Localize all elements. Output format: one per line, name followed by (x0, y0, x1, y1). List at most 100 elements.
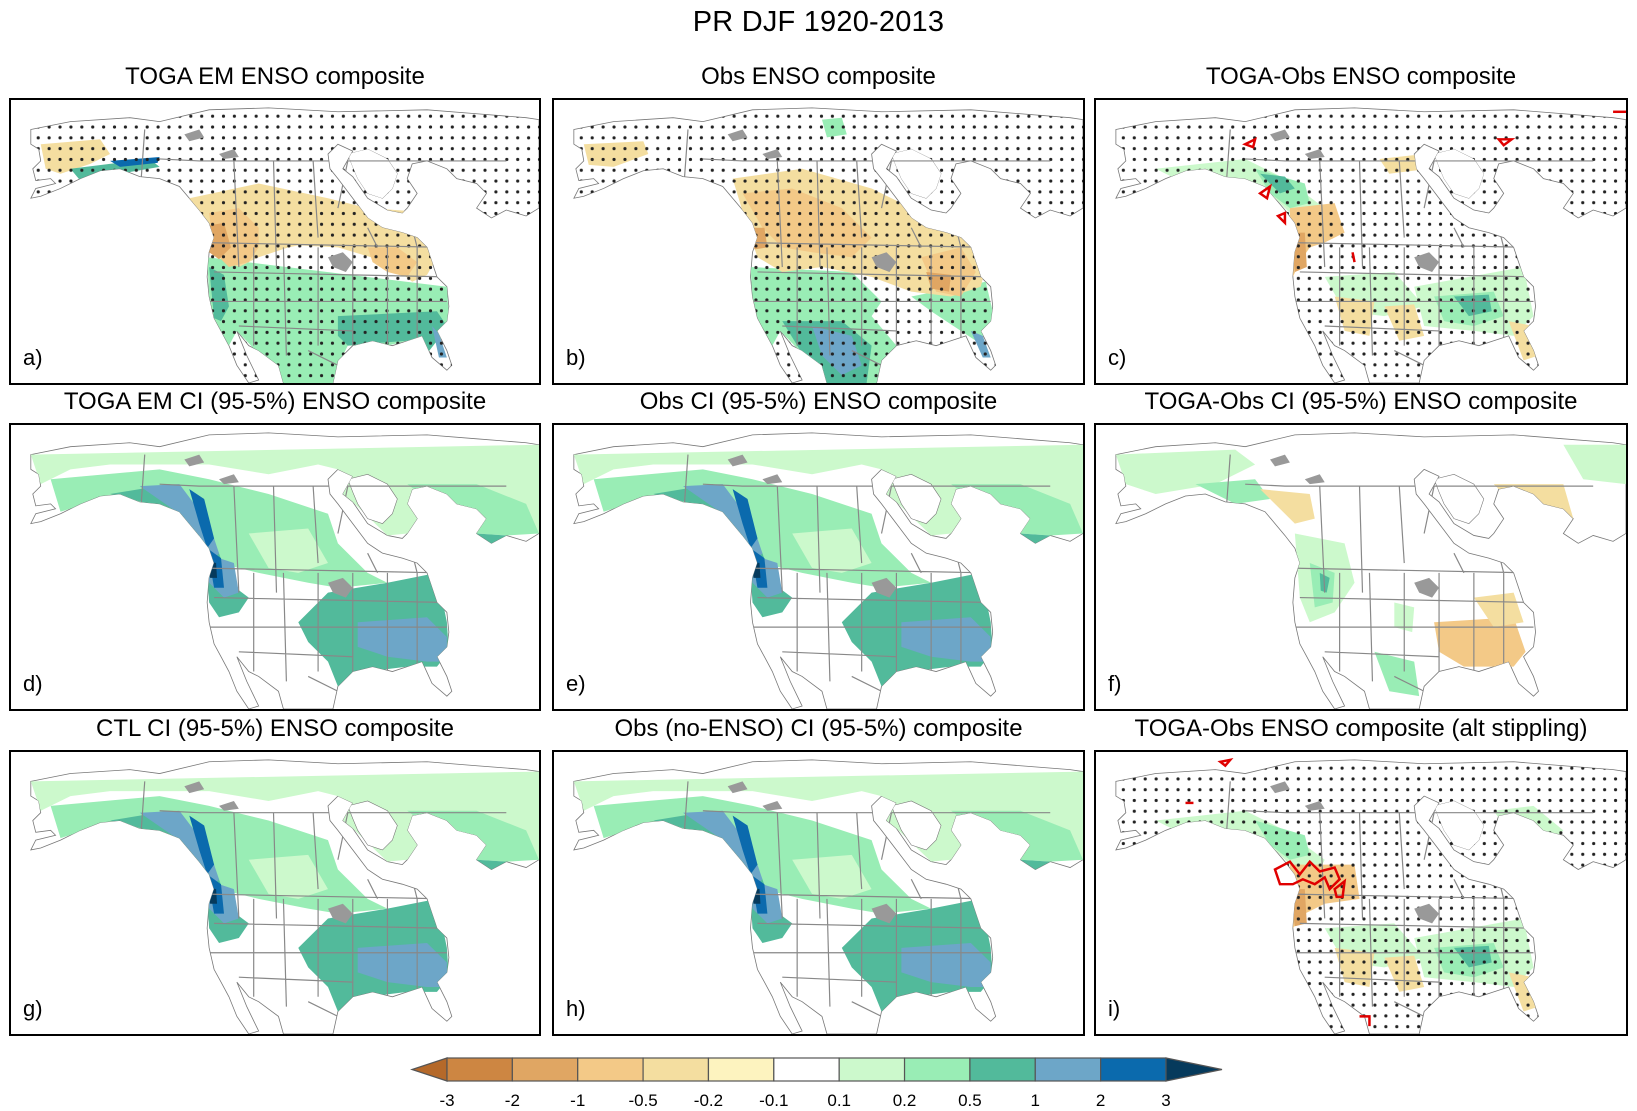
colorbar-extend-low (410, 1057, 448, 1082)
panel-label-d: d) (23, 671, 43, 696)
political-borders (1224, 129, 1594, 366)
significance-stippling (30, 107, 539, 383)
map-g (30, 759, 539, 1034)
red-significance-contour (1351, 252, 1356, 263)
panel-label-a: a) (23, 345, 43, 370)
map-panel-i: i) (1094, 750, 1628, 1036)
contour-region-level-12 (751, 561, 761, 578)
contour-region-level-7 (30, 444, 539, 536)
colorbar-box (838, 1057, 906, 1082)
contour-region-level-12 (751, 887, 761, 904)
contour-region-level-4 (1260, 489, 1315, 524)
contour-region-level-10 (901, 617, 991, 662)
panel-label-e: e) (566, 671, 586, 696)
lakes (727, 781, 897, 924)
colorbar-tick-label: 0.1 (827, 1091, 851, 1110)
lakes (1270, 454, 1440, 598)
colorbar: -3 -2 -1 -0.5 -0.2 -0.1 0.1 0.2 0.5 1 2 3 (410, 1057, 1223, 1110)
panel-title-c: TOGA-Obs ENSO composite (1205, 63, 1517, 90)
political-borders (139, 129, 507, 366)
red-significance-contour (1217, 757, 1234, 768)
lakes (1270, 781, 1440, 924)
contour-region-level-7 (792, 854, 872, 899)
map-panel-a: a) (9, 98, 541, 385)
contour-region-level-7 (248, 528, 328, 573)
contour-region-level-10 (357, 942, 447, 987)
political-borders (682, 781, 1051, 1017)
contour-region-level-7 (1115, 449, 1256, 495)
significance-stippling (1115, 107, 1626, 383)
map-b (573, 107, 1083, 383)
colorbar-tick-label: 3 (1161, 1091, 1170, 1110)
panel-title-b: Obs ENSO composite (701, 63, 936, 90)
colorbar-box (446, 1057, 513, 1082)
colorbar-box (903, 1057, 971, 1082)
map-a (30, 107, 539, 383)
panel-label-g: g) (23, 996, 43, 1021)
map-i (1115, 757, 1626, 1034)
panel-label-f: f) (1108, 671, 1122, 696)
colorbar-box (642, 1057, 710, 1082)
red-significance-contour (1275, 211, 1287, 226)
panel-title-d: TOGA EM CI (95-5%) ENSO composite (63, 388, 487, 415)
map-e (573, 432, 1083, 709)
colorbar-tick-label: -2 (505, 1091, 520, 1110)
contour-region-level-12 (208, 561, 218, 578)
panel-title-h: Obs (no-ENSO) CI (95-5%) composite (614, 715, 1023, 742)
colorbar-tick-label: -0.5 (628, 1091, 657, 1110)
colorbar-box (707, 1057, 775, 1082)
map-f (1115, 432, 1626, 709)
lakes (184, 129, 353, 272)
red-significance-contour (1242, 137, 1257, 149)
colorbar-box (511, 1057, 579, 1082)
panel-label-b: b) (566, 345, 586, 370)
map-panel-f: f) (1094, 423, 1628, 711)
panel-label-i: i) (1108, 996, 1121, 1021)
contour-region-level-11 (732, 489, 758, 549)
contour-region-level-8 (1195, 479, 1271, 504)
contour-region-level-8 (1374, 651, 1420, 697)
contour-region-level-4 (1493, 484, 1574, 524)
political-borders (1224, 781, 1594, 1017)
colorbar-box (1034, 1057, 1102, 1082)
map-panel-e: e) (552, 423, 1085, 711)
contour-region-level-10 (357, 617, 447, 662)
red-significance-contour (1273, 859, 1342, 892)
contour-region-level-11 (732, 815, 758, 875)
colorbar-tick-label: 1 (1031, 1091, 1040, 1110)
map-panel-d: d) (9, 423, 541, 711)
contour-region-level-11 (189, 489, 215, 549)
red-significance-contour (1496, 138, 1516, 147)
panel-title-e: Obs CI (95-5%) ENSO composite (639, 388, 998, 415)
figure-title: PR DJF 1920-2013 (692, 6, 945, 38)
colorbar-box (1100, 1057, 1167, 1082)
map-panel-c: c) (1094, 98, 1628, 385)
colorbar-tick-label: -1 (570, 1091, 585, 1110)
map-panel-g: g) (9, 750, 541, 1036)
panel-title-i: TOGA-Obs ENSO composite (alt stippling) (1134, 715, 1588, 742)
map-panel-b: b) (552, 98, 1085, 385)
red-significance-contour (1257, 183, 1273, 201)
map-h (573, 759, 1083, 1034)
colorbar-tick-label: -0.1 (759, 1091, 788, 1110)
contour-region-level-7 (1563, 444, 1626, 485)
political-borders (139, 781, 507, 1017)
lakes (184, 781, 353, 924)
political-borders (1224, 454, 1594, 692)
colorbar-tick-label: 0.5 (958, 1091, 982, 1110)
contour-region-level-10 (901, 942, 991, 987)
contour-region-level-7 (248, 854, 328, 899)
colorbar-tick-label: -3 (439, 1091, 454, 1110)
contour-region-level-7 (573, 771, 1083, 862)
contour-region-level-7 (30, 771, 539, 862)
lakes (727, 454, 897, 598)
panel-label-h: h) (566, 996, 586, 1021)
political-borders (682, 129, 1051, 366)
contour-region-level-7 (573, 444, 1083, 536)
colorbar-extend-high (1165, 1057, 1223, 1082)
contour-region-level-12 (208, 887, 218, 904)
map-panel-h: h) (552, 750, 1085, 1036)
lakes (1270, 129, 1440, 272)
colorbar-tick-label: -0.2 (694, 1091, 723, 1110)
contour-region-level-3 (1434, 617, 1526, 667)
